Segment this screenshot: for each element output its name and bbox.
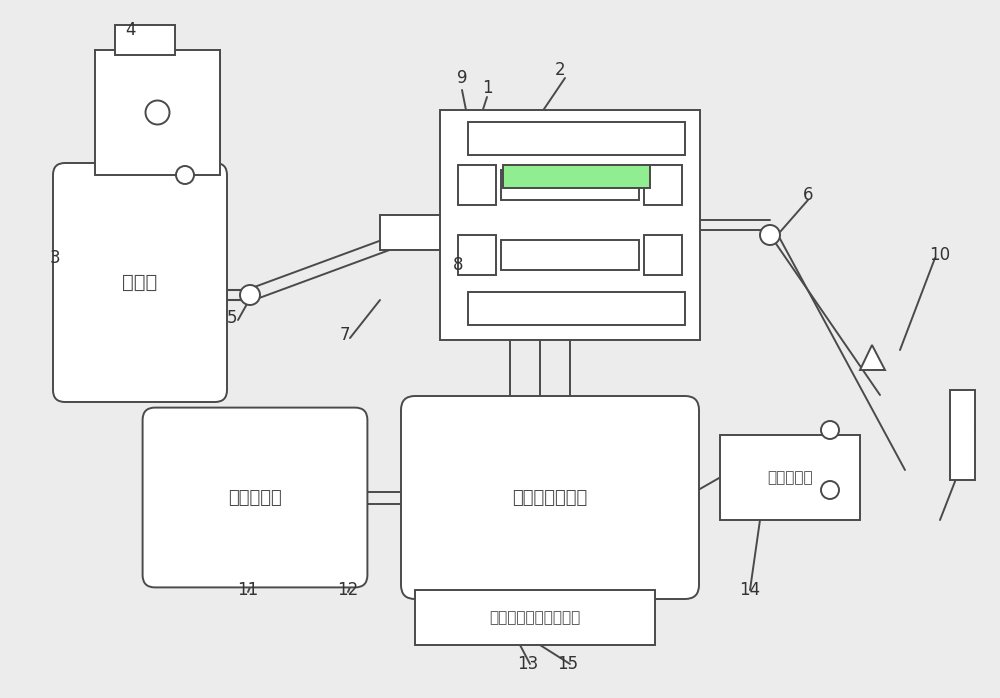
Text: 7: 7 [340, 326, 350, 344]
Bar [380, 215, 445, 250]
Circle shape [821, 481, 839, 499]
Bar [501, 170, 639, 200]
Bar [644, 165, 682, 205]
Text: 10: 10 [929, 246, 951, 264]
Text: 制动阀输出压力传感器: 制动阀输出压力传感器 [489, 610, 581, 625]
Text: 5: 5 [227, 309, 237, 327]
Text: 1: 1 [482, 79, 492, 97]
FancyBboxPatch shape [53, 163, 227, 402]
Bar [468, 292, 685, 325]
Text: 13: 13 [517, 655, 539, 673]
Text: 2: 2 [555, 61, 565, 79]
Bar [115, 25, 175, 55]
Text: 12: 12 [337, 581, 359, 599]
Bar [95, 50, 220, 175]
Circle shape [176, 166, 194, 184]
Text: 制导灯信号: 制导灯信号 [767, 470, 813, 485]
Bar [415, 590, 655, 645]
Text: 14: 14 [739, 581, 761, 599]
Circle shape [240, 285, 260, 305]
Bar [501, 240, 639, 270]
Text: 6: 6 [803, 186, 813, 204]
Text: 整车控制器: 整车控制器 [228, 489, 282, 507]
Bar [950, 390, 975, 480]
Text: 15: 15 [557, 655, 579, 673]
Text: 9: 9 [457, 69, 467, 87]
FancyBboxPatch shape [401, 396, 699, 599]
Text: 空心电机控制器: 空心电机控制器 [512, 489, 588, 507]
Polygon shape [860, 345, 885, 370]
Bar [458, 235, 496, 275]
Bar [440, 110, 700, 340]
Bar [458, 165, 496, 205]
FancyBboxPatch shape [143, 408, 367, 588]
Bar [468, 122, 685, 155]
Text: 3: 3 [50, 249, 60, 267]
Text: 4: 4 [125, 21, 135, 39]
Text: 11: 11 [237, 581, 259, 599]
Circle shape [760, 225, 780, 245]
Bar [503, 165, 650, 188]
Circle shape [821, 421, 839, 439]
Text: 8: 8 [453, 256, 463, 274]
Bar [720, 435, 860, 520]
Bar [644, 235, 682, 275]
Text: 制动阀: 制动阀 [122, 273, 158, 292]
Circle shape [146, 101, 170, 124]
